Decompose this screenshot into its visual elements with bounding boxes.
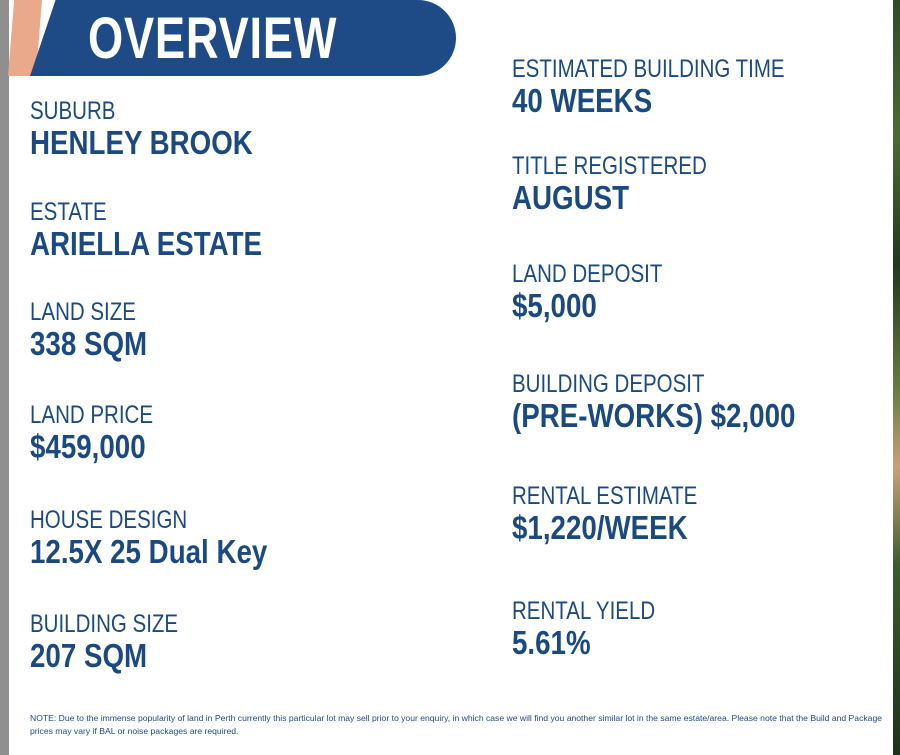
rental-estimate-value: $1,220/WEEK <box>512 509 688 546</box>
title-registered-value: AUGUST <box>512 179 630 216</box>
page-title: OVERVIEW <box>88 6 338 71</box>
land-deposit-value: $5,000 <box>512 287 597 324</box>
estate-field: ESTATE ARIELLA ESTATE <box>30 198 306 262</box>
rental-estimate-label: RENTAL ESTIMATE <box>512 482 698 510</box>
house-design-value: 12.5X 25 Dual Key <box>30 533 268 570</box>
land-deposit-field: LAND DEPOSIT $5,000 <box>512 260 695 324</box>
building-size-value: 207 SQM <box>30 637 148 674</box>
land-price-value: $459,000 <box>30 428 146 465</box>
house-design-label: HOUSE DESIGN <box>30 506 188 534</box>
building-size-field: BUILDING SIZE 207 SQM <box>30 610 211 674</box>
rental-estimate-field: RENTAL ESTIMATE $1,220/WEEK <box>512 482 738 546</box>
land-price-field: LAND PRICE $459,000 <box>30 401 180 465</box>
building-size-label: BUILDING SIZE <box>30 610 179 638</box>
suburb-value: HENLEY BROOK <box>30 124 253 161</box>
rental-yield-field: RENTAL YIELD 5.61% <box>512 597 687 661</box>
header-banner <box>30 0 456 76</box>
title-registered-field: TITLE REGISTERED AUGUST <box>512 152 750 216</box>
build-time-label: ESTIMATED BUILDING TIME <box>512 55 785 83</box>
build-time-field: ESTIMATED BUILDING TIME 40 WEEKS <box>512 55 844 119</box>
house-design-field: HOUSE DESIGN 12.5X 25 Dual Key <box>30 506 313 570</box>
building-deposit-label: BUILDING DEPOSIT <box>512 370 705 398</box>
suburb-label: SUBURB <box>30 97 116 125</box>
build-time-value: 40 WEEKS <box>512 82 653 119</box>
disclaimer-note: NOTE: Due to the immense popularity of l… <box>30 713 882 736</box>
building-deposit-field: BUILDING DEPOSIT (PRE-WORKS) $2,000 <box>512 370 849 434</box>
estate-label: ESTATE <box>30 198 107 226</box>
suburb-field: SUBURB HENLEY BROOK <box>30 97 295 161</box>
page-edge-left <box>0 0 9 755</box>
rental-yield-value: 5.61% <box>512 624 591 661</box>
title-registered-label: TITLE REGISTERED <box>512 152 707 180</box>
land-size-field: LAND SIZE 338 SQM <box>30 298 169 362</box>
land-size-value: 338 SQM <box>30 325 148 362</box>
estate-value: ARIELLA ESTATE <box>30 225 263 262</box>
photo-edge-right <box>893 0 900 755</box>
land-size-label: LAND SIZE <box>30 298 136 326</box>
land-deposit-label: LAND DEPOSIT <box>512 260 663 288</box>
rental-yield-label: RENTAL YIELD <box>512 597 656 625</box>
land-price-label: LAND PRICE <box>30 401 154 429</box>
building-deposit-value: (PRE-WORKS) $2,000 <box>512 397 796 434</box>
